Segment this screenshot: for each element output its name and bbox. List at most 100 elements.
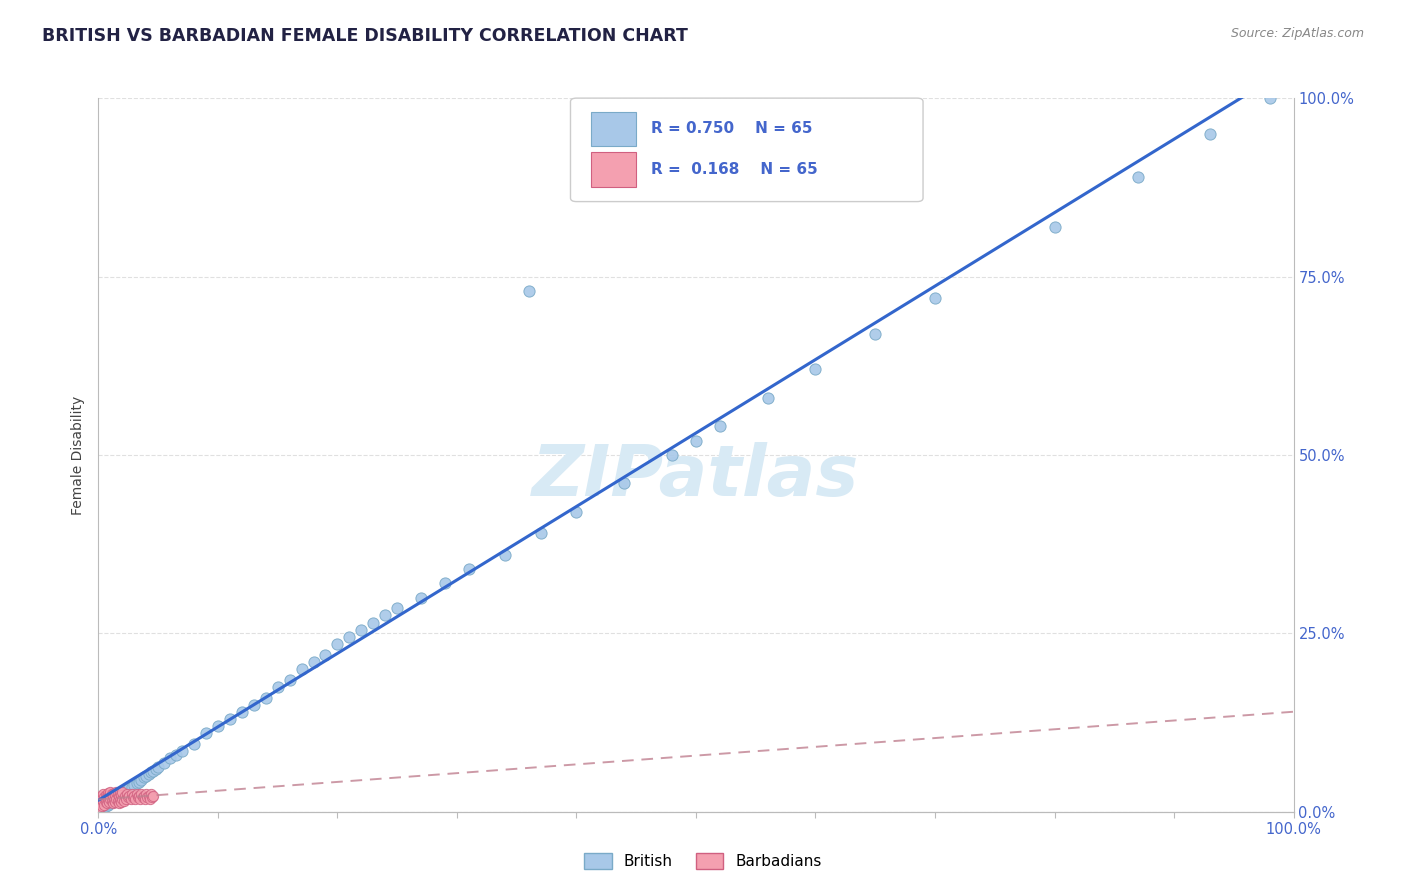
Point xyxy=(863,326,887,341)
Point xyxy=(122,790,145,805)
Point xyxy=(91,799,114,814)
Point xyxy=(97,786,120,800)
Point xyxy=(111,787,134,801)
Point xyxy=(125,776,148,790)
Point xyxy=(132,789,155,803)
Point xyxy=(108,786,131,800)
Point xyxy=(98,792,122,806)
Point xyxy=(139,787,162,801)
Point xyxy=(1128,169,1150,184)
Point xyxy=(291,662,314,676)
Point xyxy=(278,673,301,687)
Point xyxy=(98,796,122,810)
Text: Source: ZipAtlas.com: Source: ZipAtlas.com xyxy=(1230,27,1364,40)
Point xyxy=(517,284,540,298)
Point xyxy=(104,789,127,803)
Point xyxy=(89,800,111,814)
Point xyxy=(108,789,131,803)
Point xyxy=(132,771,155,785)
Point xyxy=(136,790,159,805)
Point xyxy=(94,795,117,809)
Point xyxy=(924,291,946,305)
Text: ZIPatlas: ZIPatlas xyxy=(533,442,859,511)
Point xyxy=(804,362,827,376)
Point xyxy=(374,608,396,623)
Point xyxy=(91,787,114,801)
Point xyxy=(115,783,138,797)
Point xyxy=(135,787,157,801)
Point xyxy=(98,789,121,803)
Text: R =  0.168    N = 65: R = 0.168 N = 65 xyxy=(651,162,817,177)
FancyBboxPatch shape xyxy=(591,153,637,186)
Point xyxy=(142,789,165,803)
Point xyxy=(98,785,122,799)
Point xyxy=(93,790,115,805)
Point xyxy=(96,796,118,810)
Point xyxy=(101,795,124,809)
Text: BRITISH VS BARBADIAN FEMALE DISABILITY CORRELATION CHART: BRITISH VS BARBADIAN FEMALE DISABILITY C… xyxy=(42,27,688,45)
Point xyxy=(302,655,325,669)
Point xyxy=(105,785,128,799)
Point xyxy=(115,792,138,806)
Point xyxy=(1198,127,1220,141)
Point xyxy=(100,787,122,801)
Point xyxy=(105,792,128,806)
Point xyxy=(107,792,129,806)
Point xyxy=(121,787,143,801)
Point xyxy=(756,391,779,405)
Point xyxy=(139,792,162,806)
Point xyxy=(91,792,114,806)
Point xyxy=(411,591,433,605)
Point xyxy=(183,737,205,751)
Point xyxy=(138,767,160,781)
Point xyxy=(153,756,176,771)
Point xyxy=(1258,91,1281,105)
Point xyxy=(315,648,337,662)
Text: R = 0.750    N = 65: R = 0.750 N = 65 xyxy=(651,121,813,136)
Point xyxy=(131,790,153,805)
Legend: British, Barbadians: British, Barbadians xyxy=(578,847,828,875)
Point xyxy=(529,526,551,541)
Point xyxy=(494,548,516,562)
Point xyxy=(243,698,266,712)
Point xyxy=(129,792,152,806)
Point xyxy=(135,769,157,783)
Point xyxy=(363,615,385,630)
Point xyxy=(111,785,134,799)
Point xyxy=(267,680,290,694)
Point xyxy=(128,774,150,789)
Point xyxy=(124,792,146,806)
Point xyxy=(709,419,731,434)
Point xyxy=(254,690,277,705)
Point xyxy=(103,786,125,800)
Point xyxy=(90,789,112,803)
Point xyxy=(98,796,121,810)
FancyBboxPatch shape xyxy=(571,98,922,202)
Point xyxy=(1043,219,1066,234)
Point xyxy=(97,797,120,812)
Point xyxy=(110,796,132,810)
Point xyxy=(141,790,163,805)
Point xyxy=(93,797,115,812)
Point xyxy=(148,760,170,774)
Point xyxy=(101,789,124,803)
Point xyxy=(145,762,167,776)
Point xyxy=(661,448,683,462)
Point xyxy=(121,780,143,794)
Point xyxy=(108,793,131,807)
Point xyxy=(118,781,141,796)
Point xyxy=(142,764,165,778)
Point xyxy=(207,719,229,733)
FancyBboxPatch shape xyxy=(591,112,637,146)
Point xyxy=(685,434,707,448)
Point xyxy=(134,792,156,806)
Point xyxy=(131,772,153,787)
Point xyxy=(104,793,127,807)
Point xyxy=(104,796,127,810)
Point xyxy=(139,765,162,780)
Point xyxy=(112,794,135,808)
Point xyxy=(107,789,129,803)
Point xyxy=(165,747,187,762)
Point xyxy=(111,792,134,806)
Point xyxy=(350,623,373,637)
